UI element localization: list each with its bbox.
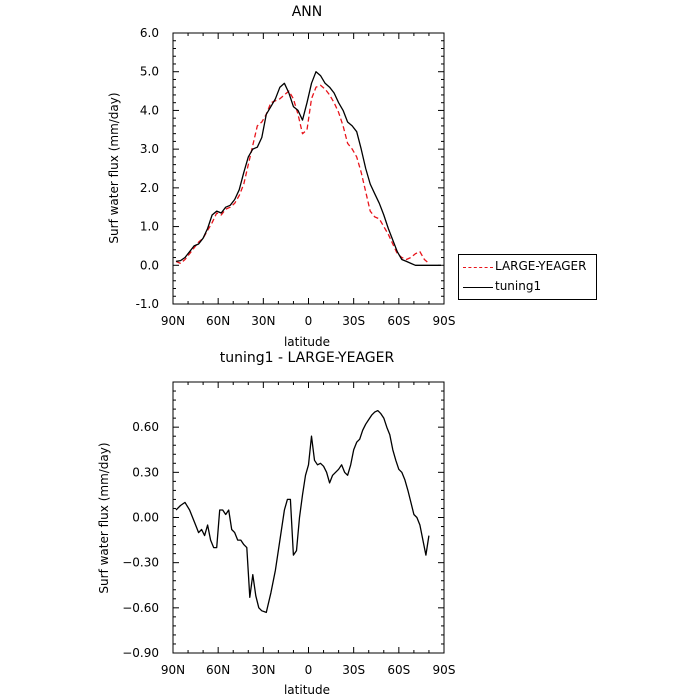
- legend-swatch-dashed-red: [463, 267, 493, 268]
- bottom-y-tick-label: 0.60: [132, 420, 159, 434]
- bottom-y-tick-label: 0.00: [132, 511, 159, 525]
- legend-label: tuning1: [495, 279, 542, 293]
- top-y-tick-label: 6.0: [140, 26, 159, 40]
- bottom-x-axis-label: latitude: [284, 683, 330, 697]
- bottom-y-tick-label: −0.60: [122, 601, 159, 615]
- top-x-tick-label: 60N: [206, 314, 230, 328]
- bottom-x-tick-label: 90N: [161, 663, 185, 677]
- legend-swatch-solid-black: [463, 287, 493, 288]
- top-x-tick-label: 60S: [387, 314, 410, 328]
- top-x-tick-label: 90N: [161, 314, 185, 328]
- bottom-plot-frame: [172, 381, 445, 654]
- bottom-x-tick-label: 60N: [206, 663, 230, 677]
- top-y-tick-label: 0.0: [140, 258, 159, 272]
- top-y-tick-label: 1.0: [140, 220, 159, 234]
- bottom-x-tick-label: 0: [305, 663, 313, 677]
- top-x-tick-label: 30S: [342, 314, 365, 328]
- bottom-x-tick-label: 90S: [433, 663, 456, 677]
- top-y-tick-label: -1.0: [136, 297, 159, 311]
- bottom-panel: tuning1 - LARGE-YEAGER 90N 60N 30N 0 30S 60S 9…: [97, 350, 455, 697]
- top-panel: ANN 90N 60N 30N 0 30S 60S 90S -1.0 0.0 1.0 2.0 3.0 4…: [107, 4, 455, 349]
- top-chart-title: ANN: [292, 4, 323, 20]
- top-plot-frame: [172, 32, 445, 305]
- top-y-axis-label: Surf water flux (mm/day): [107, 92, 121, 243]
- bottom-y-axis-label: Surf water flux (mm/day): [97, 442, 111, 593]
- top-axis-ticks: 90N 60N 30N 0 30S 60S 90S -1.0 0.0 1.0 2.0 3.0 4.0 5.…: [136, 26, 456, 328]
- legend-entry-large-yeager: LARGE-YEAGER: [459, 257, 596, 277]
- bottom-x-tick-label: 30N: [251, 663, 275, 677]
- top-x-tick-label: 0: [305, 314, 313, 328]
- top-series-line-0: [175, 84, 430, 265]
- top-y-tick-label: 3.0: [140, 142, 159, 156]
- top-y-tick-label: 5.0: [140, 65, 159, 79]
- bottom-y-tick-label: 0.30: [132, 465, 159, 479]
- top-x-tick-label: 90S: [433, 314, 456, 328]
- bottom-series-line-0: [175, 409, 430, 614]
- top-x-tick-label: 30N: [251, 314, 275, 328]
- top-x-axis-label: latitude: [284, 335, 330, 349]
- top-series-line-1: [175, 71, 441, 266]
- bottom-y-tick-label: −0.30: [122, 556, 159, 570]
- top-y-tick-label: 4.0: [140, 103, 159, 117]
- bottom-chart-title: tuning1 - LARGE-YEAGER: [220, 350, 395, 366]
- legend-label: LARGE-YEAGER: [495, 259, 587, 273]
- bottom-x-tick-label: 30S: [342, 663, 365, 677]
- legend: LARGE-YEAGER tuning1: [458, 254, 597, 300]
- bottom-y-tick-label: −0.90: [122, 646, 159, 660]
- bottom-x-tick-label: 60S: [387, 663, 410, 677]
- top-y-tick-label: 2.0: [140, 181, 159, 195]
- top-series-group: [175, 71, 441, 266]
- bottom-series-group: [175, 409, 430, 614]
- legend-entry-tuning1: tuning1: [459, 277, 596, 297]
- bottom-axis-ticks: 90N 60N 30N 0 30S 60S 90S −0.90 −0.60 −0.30 0.00 0.…: [122, 381, 456, 677]
